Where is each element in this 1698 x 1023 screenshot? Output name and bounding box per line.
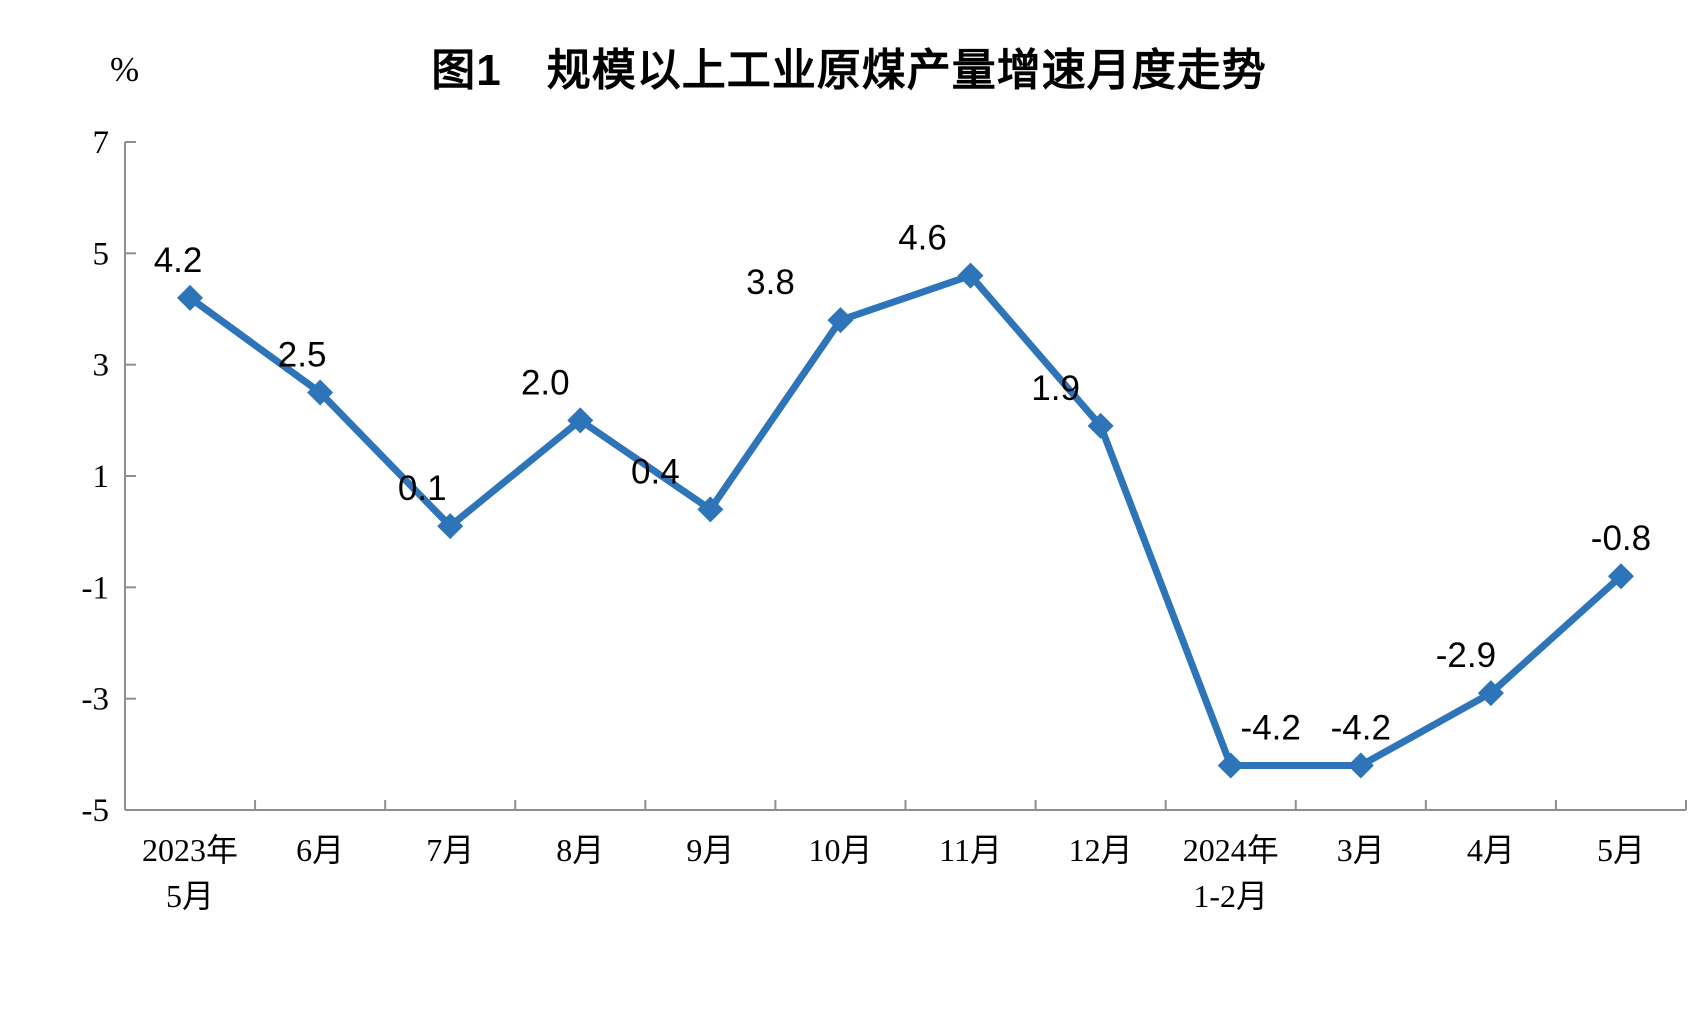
data-point-label: -4.2 xyxy=(1331,708,1391,747)
y-axis-tick-label: -3 xyxy=(82,682,110,718)
data-point-marker xyxy=(1347,752,1374,779)
data-point-label: -4.2 xyxy=(1241,708,1301,747)
data-point-marker xyxy=(827,307,854,334)
data-point-label: 2.5 xyxy=(278,336,327,375)
data-point-marker xyxy=(177,284,204,311)
data-point-marker xyxy=(1087,412,1114,439)
data-point-marker xyxy=(697,496,724,523)
data-point-label: 4.2 xyxy=(154,241,203,280)
data-point-label: 3.8 xyxy=(746,263,795,302)
x-axis-category-label: 5月 xyxy=(166,878,214,914)
data-point-label: -2.9 xyxy=(1436,636,1496,675)
x-axis-category-label: 10月 xyxy=(808,832,872,868)
data-point-marker xyxy=(1607,563,1634,590)
x-axis-category-label: 6月 xyxy=(296,832,344,868)
data-point-marker xyxy=(957,262,984,289)
data-point-label: 1.9 xyxy=(1031,369,1080,408)
y-axis-tick-label: -5 xyxy=(82,793,110,829)
x-axis-category-label: 9月 xyxy=(686,832,734,868)
data-point-label: 4.6 xyxy=(898,219,947,258)
x-axis-category-label: 11月 xyxy=(939,832,1002,868)
y-axis-tick-label: 5 xyxy=(93,236,110,272)
x-axis-category-label: 1-2月 xyxy=(1193,878,1268,914)
x-axis-category-label: 7月 xyxy=(426,832,474,868)
x-axis-category-label: 2024年 xyxy=(1183,832,1279,868)
y-axis-tick-label: 3 xyxy=(93,348,110,384)
data-point-label: 0.4 xyxy=(631,452,680,491)
y-axis-unit-label: % xyxy=(110,50,140,89)
y-axis-tick-label: 1 xyxy=(93,459,110,495)
data-point-label: 0.1 xyxy=(398,469,447,508)
x-axis-category-label: 4月 xyxy=(1467,832,1515,868)
x-axis-category-label: 8月 xyxy=(556,832,604,868)
x-axis-category-label: 3月 xyxy=(1337,832,1385,868)
x-axis-category-label: 2023年 xyxy=(142,832,238,868)
data-point-label: 2.0 xyxy=(521,363,570,402)
data-point-label: -0.8 xyxy=(1591,519,1651,558)
data-point-marker xyxy=(567,407,594,434)
data-point-marker xyxy=(307,379,334,406)
y-axis-tick-label: 7 xyxy=(93,125,110,161)
series-line xyxy=(186,272,1625,769)
x-axis-category-label: 5月 xyxy=(1597,832,1645,868)
y-axis-tick-label: -1 xyxy=(82,570,110,606)
data-point-marker xyxy=(437,513,464,540)
x-axis-category-label: 12月 xyxy=(1069,832,1133,868)
data-point-marker xyxy=(1217,752,1244,779)
chart-title: 图1 规模以上工业原煤产量增速月度走势 xyxy=(431,46,1267,95)
data-point-marker xyxy=(1477,680,1504,707)
